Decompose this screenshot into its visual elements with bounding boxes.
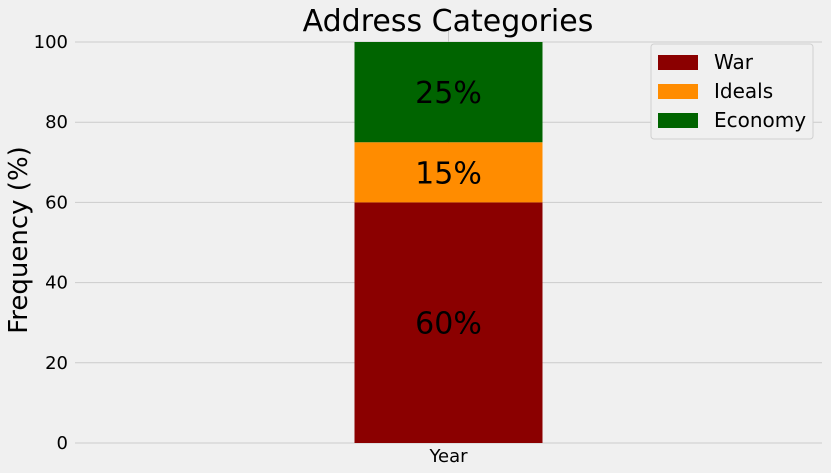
x-axis-ticks: Year <box>428 446 468 467</box>
data-label-war-0: 60% <box>415 307 482 342</box>
legend-swatch-ideals <box>658 84 698 99</box>
legend-label-economy: Economy <box>714 108 806 132</box>
data-label-ideals-0: 15% <box>415 156 482 191</box>
legend: War Ideals Economy <box>650 43 814 140</box>
y-tick-label-0: 0 <box>57 433 68 454</box>
bar-war-0 <box>354 202 543 443</box>
y-axis-ticks: 0 20 40 60 80 100 <box>34 32 68 454</box>
y-tick-label-80: 80 <box>45 112 68 133</box>
bar-economy-0 <box>354 42 543 143</box>
legend-label-ideals: Ideals <box>714 79 773 103</box>
bars: 60% 15% 25% <box>354 42 543 443</box>
bar-ideals-0 <box>354 142 543 203</box>
y-axis-label: Frequency (%) <box>4 146 34 334</box>
y-tick-label-100: 100 <box>34 32 68 53</box>
y-tick-label-20: 20 <box>45 353 68 374</box>
legend-label-war: War <box>714 50 754 74</box>
legend-swatch-war <box>658 55 698 70</box>
y-tick-label-40: 40 <box>45 273 68 294</box>
y-tick-label-60: 60 <box>45 192 68 213</box>
data-label-economy-0: 25% <box>415 76 482 111</box>
x-tick-label-0: Year <box>428 446 468 467</box>
chart-title: Address Categories <box>303 4 594 39</box>
legend-swatch-economy <box>658 113 698 128</box>
